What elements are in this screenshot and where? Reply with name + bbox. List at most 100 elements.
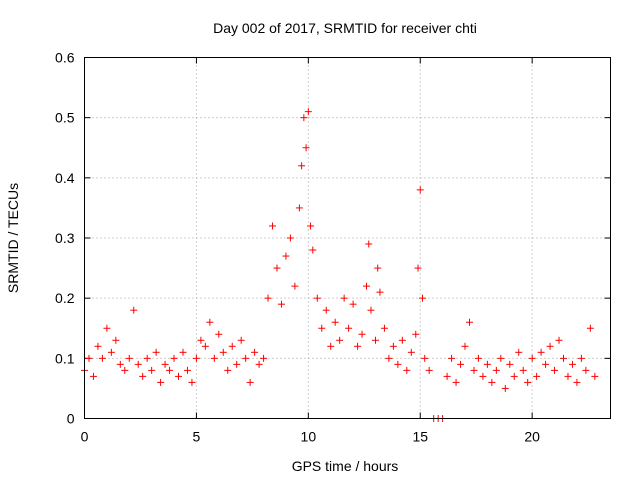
- data-point: [98, 354, 106, 362]
- data-point: [183, 366, 191, 374]
- data-point: [367, 306, 375, 314]
- data-point: [282, 252, 290, 260]
- data-point: [474, 354, 482, 362]
- data-point: [363, 282, 371, 290]
- data-point: [166, 366, 174, 374]
- data-point: [242, 354, 250, 362]
- data-point: [157, 378, 165, 386]
- y-tick-label: 0.2: [55, 290, 75, 306]
- data-point: [269, 222, 277, 230]
- data-point: [206, 318, 214, 326]
- y-tick-label: 0.3: [55, 230, 75, 246]
- y-tick-label: 0.4: [55, 170, 75, 186]
- data-point: [380, 324, 388, 332]
- data-point: [365, 240, 373, 248]
- data-point: [412, 330, 420, 338]
- data-point: [358, 330, 366, 338]
- data-point: [322, 306, 330, 314]
- data-point: [264, 294, 272, 302]
- x-axis-label: GPS time / hours: [292, 458, 399, 474]
- data-point: [376, 288, 384, 296]
- data-point: [506, 360, 514, 368]
- data-point: [488, 378, 496, 386]
- data-point: [188, 378, 196, 386]
- x-tick-label: 5: [193, 429, 201, 445]
- data-point: [582, 366, 590, 374]
- data-point: [461, 342, 469, 350]
- data-point: [515, 348, 523, 356]
- data-point: [103, 324, 111, 332]
- data-point: [277, 300, 285, 308]
- data-point: [237, 336, 245, 344]
- data-point: [546, 342, 554, 350]
- data-point: [407, 348, 415, 356]
- data-point: [233, 360, 241, 368]
- data-point: [537, 348, 545, 356]
- data-point: [148, 366, 156, 374]
- data-point: [398, 336, 406, 344]
- data-point: [349, 300, 357, 308]
- y-tick-label: 0: [67, 411, 75, 427]
- data-point: [374, 264, 382, 272]
- data-point: [457, 360, 465, 368]
- data-point: [112, 336, 120, 344]
- data-point: [175, 372, 183, 380]
- data-point: [568, 360, 576, 368]
- data-point: [371, 336, 379, 344]
- data-point: [255, 360, 263, 368]
- data-point: [389, 342, 397, 350]
- data-point: [201, 342, 209, 350]
- data-point: [519, 366, 527, 374]
- data-point: [318, 324, 326, 332]
- data-point: [555, 336, 563, 344]
- data-point: [307, 222, 315, 230]
- data-point: [291, 282, 299, 290]
- data-point: [421, 354, 429, 362]
- data-point: [470, 366, 478, 374]
- data-point: [345, 324, 353, 332]
- data-point: [340, 294, 348, 302]
- data-point: [559, 354, 567, 362]
- data-point: [414, 264, 422, 272]
- y-tick-label: 0.5: [55, 110, 75, 126]
- data-point: [192, 354, 200, 362]
- data-point: [260, 354, 268, 362]
- data-point: [564, 372, 572, 380]
- data-point: [354, 342, 362, 350]
- data-point: [528, 354, 536, 362]
- data-point: [89, 372, 97, 380]
- x-tick-label: 0: [81, 429, 89, 445]
- data-point: [85, 354, 93, 362]
- data-point: [465, 318, 473, 326]
- data-point: [197, 336, 205, 344]
- data-point: [336, 336, 344, 344]
- data-point: [161, 360, 169, 368]
- data-point: [300, 114, 308, 122]
- data-point: [179, 348, 187, 356]
- data-point: [139, 372, 147, 380]
- data-point: [273, 264, 281, 272]
- data-point: [448, 354, 456, 362]
- data-point: [479, 372, 487, 380]
- data-point: [286, 234, 294, 242]
- plot-frame: [84, 57, 611, 419]
- data-point: [215, 330, 223, 338]
- data-point: [542, 360, 550, 368]
- y-axis-label: SRMTID / TECUs: [5, 183, 21, 293]
- data-point: [327, 342, 335, 350]
- y-tick-label: 0.1: [55, 350, 75, 366]
- data-point: [130, 306, 138, 314]
- data-point: [152, 348, 160, 356]
- data-point: [510, 372, 518, 380]
- data-point: [425, 366, 433, 374]
- data-point: [533, 372, 541, 380]
- data-point: [416, 186, 424, 194]
- data-point: [403, 366, 411, 374]
- data-point: [121, 366, 129, 374]
- data-point: [418, 294, 426, 302]
- data-point: [170, 354, 178, 362]
- data-point: [94, 342, 102, 350]
- data-point: [134, 360, 142, 368]
- data-point: [116, 360, 124, 368]
